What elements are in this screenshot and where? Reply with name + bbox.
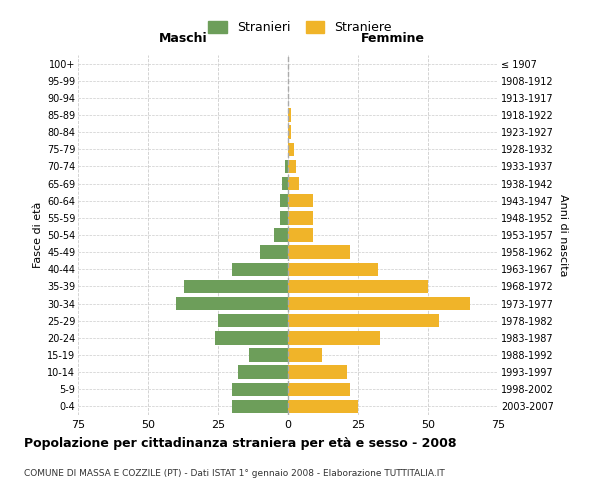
Bar (288, 382, 350, 396)
Bar (288, 246, 350, 259)
Bar (232, 262, 288, 276)
Bar (288, 348, 322, 362)
Bar (288, 194, 313, 207)
Bar (288, 366, 347, 379)
Bar (288, 108, 291, 122)
Bar (285, 160, 288, 173)
Bar (260, 246, 288, 259)
Bar (232, 400, 288, 413)
Bar (249, 348, 288, 362)
Bar (288, 262, 377, 276)
Bar (184, 280, 288, 293)
Bar (288, 177, 299, 190)
Bar (218, 314, 288, 328)
Bar (288, 142, 293, 156)
Bar (288, 280, 428, 293)
Bar (274, 228, 288, 241)
Text: Maschi: Maschi (158, 32, 208, 44)
Text: COMUNE DI MASSA E COZZILE (PT) - Dati ISTAT 1° gennaio 2008 - Elaborazione TUTTI: COMUNE DI MASSA E COZZILE (PT) - Dati IS… (24, 469, 445, 478)
Bar (232, 382, 288, 396)
Text: Femmine: Femmine (361, 32, 425, 44)
Y-axis label: Fasce di età: Fasce di età (32, 202, 43, 268)
Bar (288, 331, 380, 344)
Text: Popolazione per cittadinanza straniera per età e sesso - 2008: Popolazione per cittadinanza straniera p… (24, 438, 457, 450)
Bar (280, 194, 288, 207)
Y-axis label: Anni di nascita: Anni di nascita (557, 194, 568, 276)
Bar (288, 211, 313, 224)
Bar (288, 314, 439, 328)
Bar (283, 177, 288, 190)
Bar (215, 331, 288, 344)
Bar (280, 211, 288, 224)
Bar (288, 400, 358, 413)
Bar (238, 366, 288, 379)
Legend: Stranieri, Straniere: Stranieri, Straniere (203, 16, 397, 40)
Bar (288, 297, 470, 310)
Bar (288, 126, 291, 139)
Bar (288, 228, 313, 241)
Bar (176, 297, 288, 310)
Bar (288, 160, 296, 173)
